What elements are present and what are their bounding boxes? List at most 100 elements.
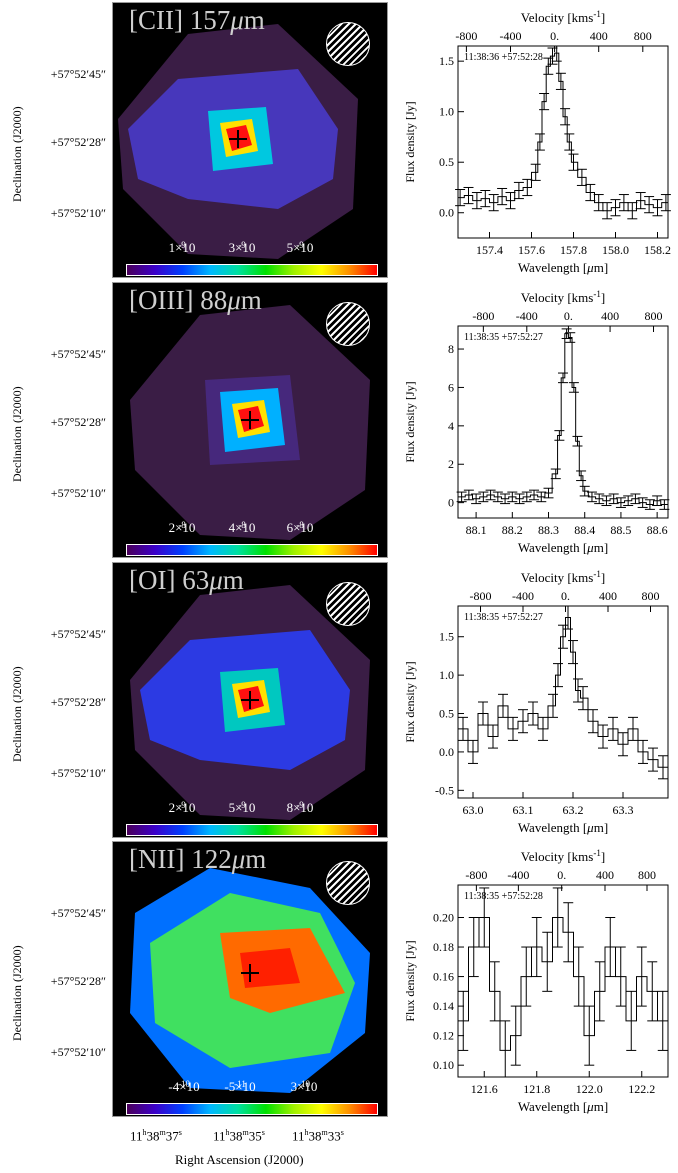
colorbar-tick-exponent: -11 (234, 1079, 246, 1089)
error-bar (615, 946, 626, 1007)
map-title-mu: μ (231, 844, 246, 874)
colorbar (126, 1103, 378, 1115)
intensity-map (130, 585, 370, 820)
velocity-tick-label: -800 (455, 29, 477, 43)
error-bar (471, 493, 482, 505)
error-bar (531, 916, 542, 978)
error-bar (568, 382, 579, 393)
error-bar (551, 45, 562, 62)
flux-axis-label: Flux density [Jy] (403, 661, 417, 742)
map-title-mu: μ (230, 5, 244, 35)
colorbar-tick-mantissa: 3×10 (228, 240, 256, 255)
error-bar (508, 716, 518, 741)
velocity-tick-label: -400 (512, 589, 534, 603)
colorbar-tick-mantissa: 5×10 (286, 240, 314, 255)
x-tick-label: 157.8 (560, 243, 587, 257)
ra-s-unit: s (340, 1128, 344, 1137)
ra-s-unit: s (261, 1128, 265, 1137)
error-bar (659, 499, 670, 510)
error-bar (573, 678, 583, 703)
colorbar-tick-exponent: -10 (178, 1079, 190, 1089)
velocity-axis-text: Velocity [kms (521, 290, 594, 305)
y-tick-label: 0.20 (433, 910, 454, 924)
velocity-tick-label: -400 (500, 29, 522, 43)
error-bar (594, 493, 605, 505)
error-bar (514, 493, 525, 505)
colorbar-tick-mantissa: 1×10 (168, 240, 196, 255)
velocity-tick-label: 400 (596, 868, 614, 882)
spectrum-step-line (458, 52, 668, 212)
flux-axis-label: Flux density [Jy] (403, 101, 417, 182)
velocity-tick-label: 800 (645, 309, 663, 323)
ra-tick-label: 11h38m37s (130, 1128, 182, 1144)
velocity-axis-label: Velocity [kms-1] (521, 9, 605, 25)
x-tick-label: 121.8 (523, 1082, 550, 1096)
declination-axis-label: Declination (J2000) (10, 666, 24, 762)
ra-h-unit: h (142, 1128, 147, 1137)
error-bar (507, 491, 518, 503)
declination-axis-label: Declination (J2000) (10, 106, 24, 202)
error-bar (648, 747, 658, 772)
ra-m-unit: m (159, 1128, 166, 1137)
error-bar (576, 168, 587, 186)
colorbar-tick-mantissa: 3×10 (290, 1079, 318, 1094)
velocity-axis-sup: -1 (593, 9, 601, 19)
error-bar (471, 192, 482, 210)
wavelength-label-mu: μ (586, 1099, 594, 1114)
velocity-axis-text: Velocity [kms (521, 10, 594, 25)
wavelength-label-unit: m] (594, 820, 608, 835)
map-title-unit: m (222, 565, 244, 595)
error-bar (652, 199, 663, 217)
error-bar (636, 946, 647, 1007)
error-bar (458, 716, 468, 741)
y-tick-label: 0.0 (439, 206, 454, 220)
velocity-axis-sup: -1 (593, 289, 601, 299)
wavelength-label-text: Wavelength [ (518, 540, 587, 555)
x-tick-label: 88.6 (647, 523, 668, 537)
x-tick-label: 88.3 (538, 523, 559, 537)
x-tick-label: 122.0 (576, 1082, 603, 1096)
spectrum-chart: Velocity [kms-1] -800 -400 0. 400 800 121.6 121… (403, 848, 669, 1114)
dec-tick-label: +57°52′45″ (50, 347, 106, 361)
error-bar (529, 489, 540, 501)
error-bar (479, 887, 490, 948)
ra-hours: 11 (213, 1128, 226, 1144)
error-bar (500, 1020, 511, 1078)
y-tick-label: 4 (448, 419, 454, 433)
error-bar (563, 605, 573, 630)
map-title: [OI] 63μm (129, 565, 244, 596)
error-bar (560, 108, 571, 126)
ra-minutes: 38 (229, 1128, 243, 1144)
error-bar (500, 493, 511, 505)
wavelength-label-unit: m] (594, 260, 608, 275)
error-bar (627, 202, 638, 220)
error-bar (521, 491, 532, 503)
error-bar (534, 133, 545, 151)
beam-icon (326, 582, 370, 626)
error-bar (488, 194, 499, 212)
colorbar (126, 824, 378, 836)
ra-seconds: 33 (327, 1128, 341, 1144)
ra-hours: 11 (292, 1128, 305, 1144)
velocity-tick-label: -800 (465, 868, 487, 882)
wavelength-axis-label: Wavelength [μm] (518, 1099, 608, 1114)
error-bar (626, 990, 637, 1051)
error-bar (623, 495, 634, 507)
intensity-map (130, 305, 370, 540)
error-bar (518, 709, 528, 734)
x-tick-label: 158.2 (644, 243, 671, 257)
error-bar (463, 489, 474, 501)
velocity-axis-sup: -1 (593, 848, 601, 858)
colorbar-tick-exponent: -9 (296, 240, 304, 250)
colorbar (126, 264, 378, 276)
error-bar (456, 491, 467, 503)
error-bar (610, 199, 621, 217)
colorbar-tick-mantissa: -5×10 (224, 1079, 256, 1094)
error-bar (492, 491, 503, 503)
source-coordinate-label: 11:38:35 +57:52:28 (464, 891, 543, 902)
error-bar (558, 372, 568, 384)
error-bar (585, 183, 596, 202)
ra-s-unit: s (178, 1128, 182, 1137)
ra-axis-label: Right Ascension (J2000) (175, 1152, 304, 1167)
x-tick-label: 158.0 (602, 243, 629, 257)
